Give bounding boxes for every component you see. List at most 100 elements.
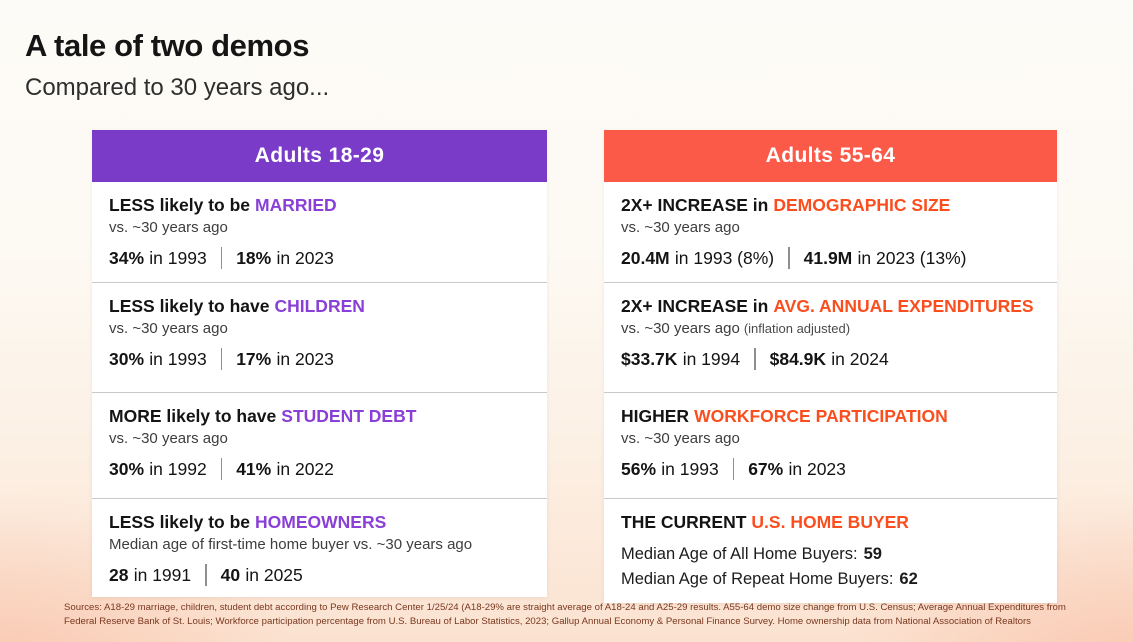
headline-plain: THE CURRENT — [621, 512, 747, 532]
stat-label: in 1993 — [149, 348, 207, 369]
stat-label: in 2023 — [276, 247, 334, 268]
line-value: 62 — [899, 570, 918, 588]
stat-label: in 2023 — [788, 458, 846, 479]
row-headline: LESS likely to be MARRIED — [109, 195, 530, 216]
line-label: Median Age of All Home Buyers: — [621, 545, 858, 563]
headline-plain: LESS likely to be — [109, 195, 251, 215]
headline-plain: MORE likely to have — [109, 406, 277, 426]
row-subtext: vs. ~30 years ago — [621, 219, 740, 236]
row-demographic-size: 2X+ INCREASE in DEMOGRAPHIC SIZE vs. ~30 … — [604, 182, 1057, 282]
stat-divider — [205, 564, 207, 586]
row-workforce-participation: HIGHER WORKFORCE PARTICIPATION vs. ~30 ye… — [604, 392, 1057, 498]
row-headline: HIGHER WORKFORCE PARTICIPATION — [621, 406, 1040, 427]
row-headline: LESS likely to be HOMEOWNERS — [109, 512, 530, 533]
stat-then: 30% in 1992 — [109, 459, 207, 480]
row-headline: LESS likely to have CHILDREN — [109, 296, 530, 317]
headline-plain: LESS likely to be — [109, 512, 251, 532]
column-adults-18-29: Adults 18-29 LESS likely to be MARRIED vs… — [92, 130, 547, 597]
subtext-main: vs. ~30 years ago — [621, 320, 740, 337]
row-headline: THE CURRENT U.S. HOME BUYER — [621, 512, 1040, 533]
stat-then: 28 in 1991 — [109, 565, 191, 586]
stat-then: 56% in 1993 — [621, 459, 719, 480]
stat-label: in 1994 — [682, 348, 741, 369]
stat-divider — [732, 458, 735, 480]
stat-now: 18% in 2023 — [236, 248, 334, 269]
stat-then: 34% in 1993 — [109, 248, 207, 269]
row-subtext: vs. ~30 years ago — [109, 219, 228, 236]
page-title: A tale of two demos — [25, 28, 310, 63]
headline-accent: STUDENT DEBT — [281, 406, 417, 426]
row-subtext: vs. ~30 years ago — [621, 430, 740, 447]
headline-accent: CHILDREN — [274, 296, 365, 316]
stat-value: 28 — [109, 564, 129, 585]
stat-now: $84.9K in 2024 — [770, 349, 889, 370]
median-age-repeat: Median Age of Repeat Home Buyers: 62 — [621, 567, 1040, 592]
stat-line: 30% in 1992 41% in 2022 — [109, 458, 530, 480]
stat-value: 30% — [109, 348, 145, 369]
stat-line: 56% in 1993 67% in 2023 — [621, 458, 1040, 480]
stat-divider — [220, 348, 223, 370]
stat-label: in 2023 (13%) — [857, 247, 967, 268]
row-subtext: vs. ~30 years ago — [109, 430, 228, 447]
row-married: LESS likely to be MARRIED vs. ~30 years a… — [92, 182, 547, 282]
column-header-adults-55-64: Adults 55-64 — [604, 130, 1057, 182]
line-value: 59 — [863, 545, 882, 563]
subtext-note: (inflation adjusted) — [743, 321, 851, 336]
row-subtext: vs. ~30 years ago — [109, 320, 228, 337]
row-headline: 2X+ INCREASE in AVG. ANNUAL EXPENDITURES — [621, 296, 1040, 317]
column-header-adults-18-29: Adults 18-29 — [92, 130, 547, 182]
headline-plain: HIGHER — [621, 406, 690, 426]
sources-line-2: Federal Reserve Bank of St. Louis; Workf… — [64, 615, 1031, 627]
stat-value: 17% — [236, 348, 272, 369]
stat-value: 18% — [236, 247, 272, 268]
headline-accent: HOMEOWNERS — [255, 512, 387, 532]
stat-label: in 1993 — [661, 458, 719, 479]
stat-now: 67% in 2023 — [748, 459, 846, 480]
page-subtitle: Compared to 30 years ago... — [25, 74, 330, 101]
stat-now: 41% in 2022 — [236, 459, 334, 480]
headline-accent: AVG. ANNUAL EXPENDITURES — [773, 296, 1034, 316]
stat-label: in 2024 — [831, 348, 889, 369]
line-label: Median Age of Repeat Home Buyers: — [621, 570, 894, 588]
median-age-all: Median Age of All Home Buyers: 59 — [621, 542, 1040, 567]
stat-value: 34% — [109, 247, 145, 268]
sources-line-1: Sources: A18-29 marriage, children, stud… — [64, 602, 1066, 613]
headline-plain: 2X+ INCREASE in — [621, 296, 769, 316]
stat-value: 67% — [748, 458, 784, 479]
headline-plain: 2X+ INCREASE in — [621, 195, 769, 215]
headline-plain: LESS likely to have — [109, 296, 270, 316]
stat-divider — [788, 247, 790, 269]
stat-value: 20.4M — [621, 247, 670, 268]
row-headline: 2X+ INCREASE in DEMOGRAPHIC SIZE — [621, 195, 1040, 216]
stat-label: in 1992 — [149, 458, 207, 479]
stat-then: 20.4M in 1993 (8%) — [621, 248, 774, 269]
stat-value: $33.7K — [621, 348, 678, 369]
stat-label: in 2022 — [276, 458, 334, 479]
stat-divider — [220, 247, 223, 269]
row-children: LESS likely to have CHILDREN vs. ~30 year… — [92, 282, 547, 392]
stat-label: in 2023 — [276, 348, 334, 369]
stat-then: 30% in 1993 — [109, 349, 207, 370]
headline-accent: MARRIED — [255, 195, 337, 215]
stat-line: $33.7K in 1994 $84.9K in 2024 — [621, 348, 1040, 370]
headline-accent: DEMOGRAPHIC SIZE — [773, 195, 951, 215]
stat-line: 28 in 1991 40 in 2025 — [109, 564, 530, 586]
stat-value: 41.9M — [803, 247, 853, 268]
stat-now: 40 in 2025 — [221, 565, 303, 586]
row-subtext: vs. ~30 years ago (inflation adjusted) — [621, 320, 1040, 337]
row-subtext: Median age of first-time home buyer vs. … — [109, 536, 473, 553]
headline-accent: U.S. HOME BUYER — [751, 512, 909, 532]
stat-divider — [220, 458, 223, 480]
stat-line: 20.4M in 1993 (8%) 41.9M in 2023 (13%) — [621, 247, 1040, 269]
stat-label: in 1993 — [149, 247, 207, 268]
stat-line: 34% in 1993 18% in 2023 — [109, 247, 530, 269]
stat-label: in 1993 (8%) — [674, 247, 775, 268]
stat-value: 56% — [621, 458, 657, 479]
row-headline: MORE likely to have STUDENT DEBT — [109, 406, 530, 427]
headline-accent: WORKFORCE PARTICIPATION — [694, 406, 948, 426]
stat-divider — [754, 348, 756, 370]
row-student-debt: MORE likely to have STUDENT DEBT vs. ~30 … — [92, 392, 547, 498]
sources-footnote: Sources: A18-29 marriage, children, stud… — [64, 601, 1079, 628]
stat-value: 30% — [109, 458, 145, 479]
